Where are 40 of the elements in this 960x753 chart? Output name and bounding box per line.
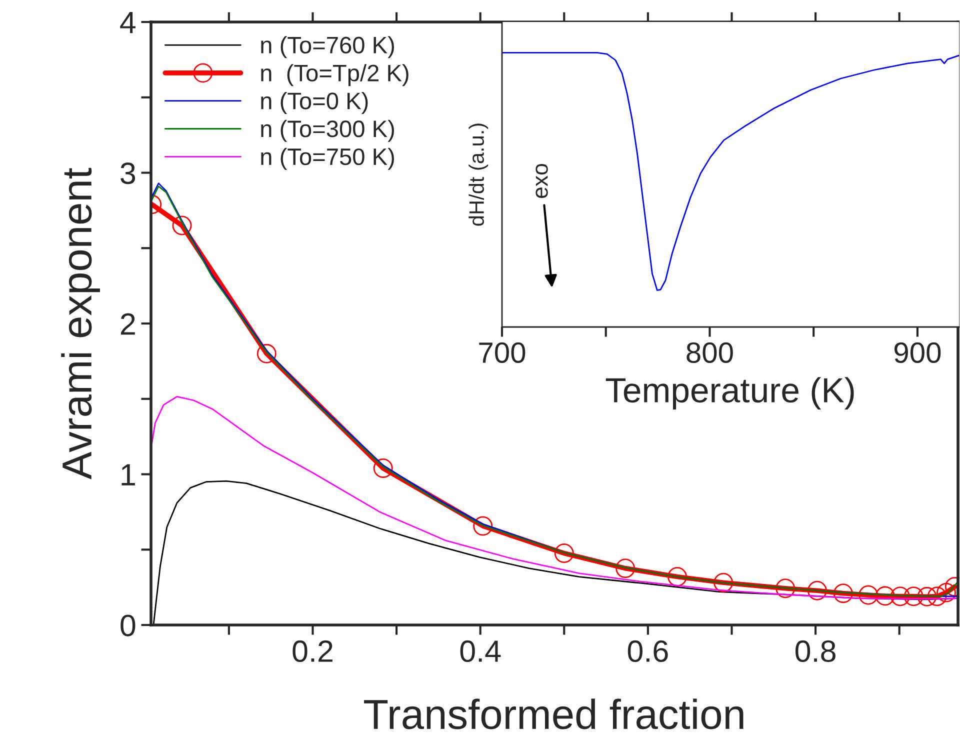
x-axis-title: Temperature (K) bbox=[606, 377, 854, 410]
point bbox=[858, 585, 878, 605]
point bbox=[927, 586, 947, 606]
point bbox=[776, 578, 796, 598]
x-tick-label: 800 bbox=[686, 342, 733, 364]
point bbox=[714, 572, 734, 592]
x-tick-label: 0.2 bbox=[292, 640, 332, 662]
x-tick-label: 700 bbox=[479, 342, 526, 364]
point bbox=[833, 584, 853, 604]
point bbox=[473, 516, 493, 536]
y-tick-label: 3 bbox=[120, 162, 136, 184]
y-axis-title: dH/dt (a.u.) bbox=[468, 124, 488, 226]
point bbox=[616, 558, 636, 578]
legend-label: n (To=760 K) bbox=[261, 36, 394, 58]
legend-label: n (To=Tp/2 K) bbox=[261, 64, 408, 86]
y-tick-label: 2 bbox=[120, 313, 135, 335]
x-tick-label: 0.4 bbox=[460, 640, 501, 662]
x-tick-label: 900 bbox=[894, 342, 941, 364]
point bbox=[917, 586, 937, 606]
point bbox=[256, 344, 276, 364]
x-tick-label: 0.8 bbox=[795, 640, 836, 662]
point bbox=[554, 544, 574, 563]
annotation: exo bbox=[536, 164, 548, 198]
y-tick-label: 1 bbox=[122, 464, 135, 486]
x-axis-title: Transformed fraction bbox=[364, 698, 744, 730]
point bbox=[890, 586, 910, 606]
point bbox=[936, 582, 956, 602]
y-tick-label: 4 bbox=[120, 12, 136, 34]
point bbox=[807, 580, 827, 600]
legend-label: n (To=750 K) bbox=[261, 148, 394, 170]
point bbox=[373, 458, 393, 478]
point bbox=[668, 567, 687, 586]
point bbox=[875, 586, 895, 606]
x-tick-label: 0.6 bbox=[628, 640, 668, 662]
y-axis-title: Avrami exponent bbox=[61, 168, 100, 480]
point bbox=[904, 586, 924, 606]
legend-label: n (To=0 K) bbox=[261, 92, 368, 114]
legend-label: n (To=300 K) bbox=[261, 120, 394, 142]
y-tick-label: 0 bbox=[120, 614, 136, 636]
point bbox=[172, 216, 192, 236]
